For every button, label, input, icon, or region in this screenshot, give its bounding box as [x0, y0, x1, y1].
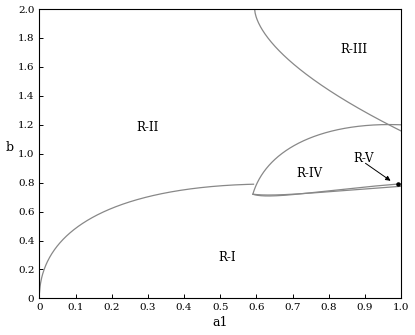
Text: R-V: R-V	[353, 152, 374, 165]
Y-axis label: b: b	[5, 141, 14, 154]
Text: R-I: R-I	[219, 251, 236, 264]
Text: R-II: R-II	[137, 121, 159, 134]
Text: R-IV: R-IV	[296, 167, 322, 180]
Text: R-III: R-III	[341, 43, 368, 56]
X-axis label: a1: a1	[212, 317, 228, 329]
